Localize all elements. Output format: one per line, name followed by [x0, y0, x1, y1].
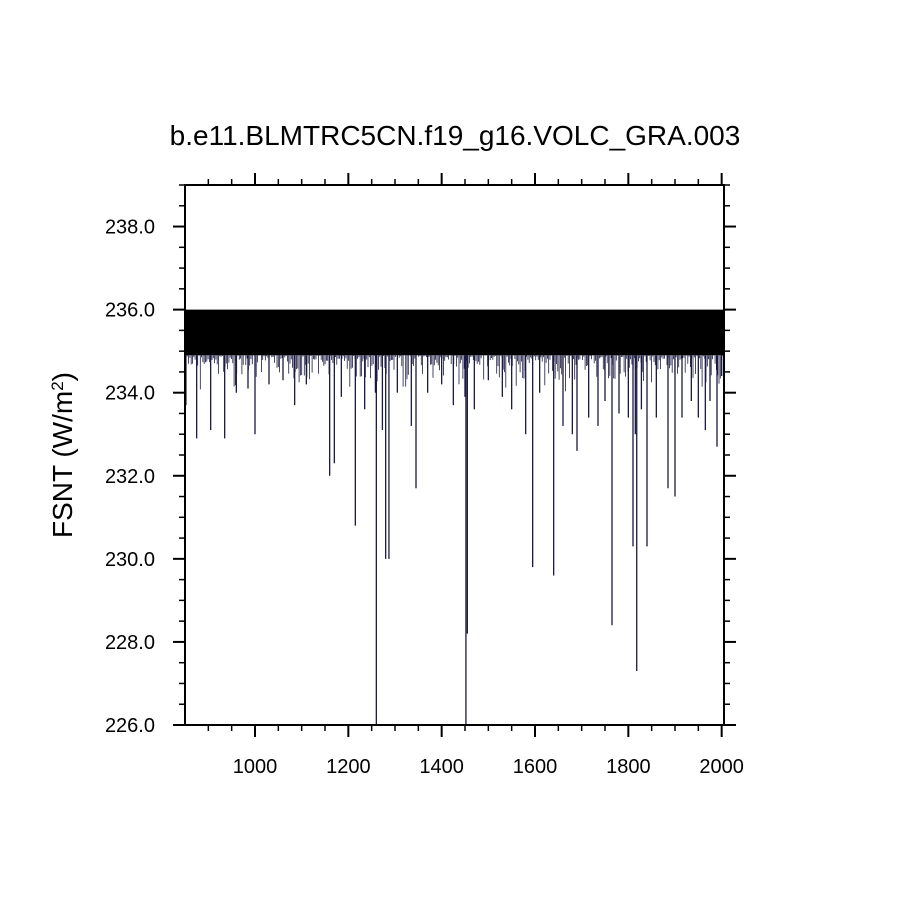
axis-ticks: [173, 173, 736, 737]
y-tick-label: 234.0: [105, 383, 155, 405]
x-tick-label: 1200: [326, 756, 371, 778]
y-tick-label: 232.0: [105, 466, 155, 488]
x-tick-label: 1600: [513, 756, 558, 778]
y-tick-labels: 226.0 228.0 230.0 232.0 234.0 236.0 238.0: [105, 217, 155, 737]
x-tick-labels: 1000 1200 1400 1600 1800 2000: [233, 756, 744, 778]
chart-title: b.e11.BLMTRC5CN.f19_g16.VOLC_GRA.003: [170, 120, 741, 151]
y-tick-label: 226.0: [105, 715, 155, 737]
series-baseline-band: [185, 309, 724, 356]
y-axis-label-main: FSNT (W/m: [47, 391, 78, 538]
x-tick-label: 1000: [233, 756, 278, 778]
x-tick-label: 1800: [606, 756, 651, 778]
y-axis-label-close: ): [47, 372, 78, 381]
y-tick-label: 236.0: [105, 300, 155, 322]
plot-data: [185, 309, 724, 725]
y-tick-label: 238.0: [105, 217, 155, 239]
y-axis-label: FSNT (W/m2): [47, 372, 78, 538]
y-axis-label-superscript: 2: [48, 381, 67, 390]
y-tick-label: 230.0: [105, 549, 155, 571]
x-tick-label: 2000: [699, 756, 744, 778]
y-tick-label: 228.0: [105, 632, 155, 654]
x-tick-label: 1400: [419, 756, 464, 778]
